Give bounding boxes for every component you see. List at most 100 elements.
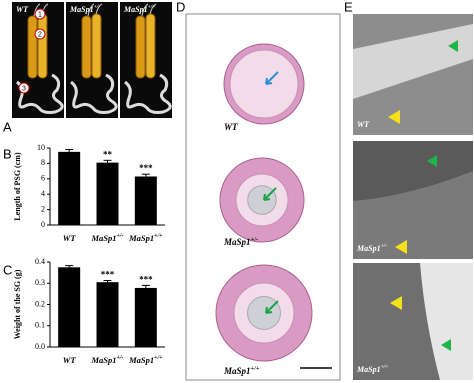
marker-circle xyxy=(18,82,30,94)
gland xyxy=(135,15,146,79)
marker-number: 2 xyxy=(38,31,42,38)
gland xyxy=(145,13,156,79)
label-text: WT xyxy=(357,120,370,129)
gland xyxy=(37,13,48,79)
label: MaSp1+/- xyxy=(90,233,123,243)
label: WT xyxy=(357,120,370,129)
label-superscript: +/+ xyxy=(154,355,163,361)
y-tick-label: 0.0 xyxy=(35,342,45,351)
label-superscript: +/- xyxy=(381,243,388,249)
y-tick-label: 0.4 xyxy=(35,257,45,266)
label: MaSp1+/- xyxy=(69,4,100,14)
label-text: MaSp1 xyxy=(356,244,381,253)
label-superscript: +/+ xyxy=(148,4,156,10)
label: MaSp1+/+ xyxy=(123,4,156,14)
section-lumen xyxy=(229,49,299,119)
label: MaSp1+/+ xyxy=(128,355,163,365)
gland-tube xyxy=(124,73,172,114)
y-tick-label: 10 xyxy=(37,143,45,152)
y-tick-label: 0.3 xyxy=(35,278,45,287)
label-superscript: +/+ xyxy=(251,365,260,372)
label-text: WT xyxy=(224,122,238,132)
y-tick-label: 6 xyxy=(41,174,45,183)
yellow-arrowhead xyxy=(390,296,402,310)
label: MaSp1+/+ xyxy=(128,233,163,243)
label-text: MaSp1 xyxy=(90,355,116,365)
green-arrowhead xyxy=(441,339,451,351)
arrow xyxy=(265,300,279,314)
marker-circle xyxy=(34,8,46,20)
marker-number: 1 xyxy=(38,11,42,18)
bar xyxy=(134,287,157,347)
gland xyxy=(81,15,92,79)
label-text: MaSp1 xyxy=(223,237,251,247)
arrow xyxy=(263,187,277,201)
gland xyxy=(91,13,102,79)
label-text: MaSp1 xyxy=(128,355,154,365)
bar xyxy=(58,267,81,347)
label-text: WT xyxy=(16,5,29,14)
panel-letter: A xyxy=(3,119,12,134)
significance: *** xyxy=(139,274,153,284)
tem-region xyxy=(420,263,473,380)
label-superscript: +/+ xyxy=(381,364,389,370)
gland-duct xyxy=(87,3,103,17)
label: MaSp1+/- xyxy=(223,236,258,247)
marker-number: 3 xyxy=(22,85,26,92)
label: WT xyxy=(224,122,238,132)
bar xyxy=(96,282,119,347)
gland xyxy=(27,15,38,79)
y-axis-title: Length of PSG (cm) xyxy=(13,152,22,221)
marker-circle xyxy=(34,28,46,40)
arrow xyxy=(265,71,279,85)
bar xyxy=(58,151,81,225)
bar xyxy=(134,176,157,225)
silk-core xyxy=(247,185,277,215)
label: WT xyxy=(16,5,29,14)
green-arrowhead xyxy=(448,40,458,52)
label-superscript: +/+ xyxy=(154,233,163,239)
label: WT xyxy=(63,355,77,365)
gland-duct xyxy=(141,3,157,17)
y-tick-label: 0 xyxy=(41,220,45,229)
panel-letter: C xyxy=(3,262,12,277)
label-text: MaSp1 xyxy=(223,366,251,376)
label-superscript: +/- xyxy=(117,233,124,239)
label-text: WT xyxy=(63,355,77,365)
panel-letter: B xyxy=(3,146,12,161)
y-axis-title: Weight of the SG (g) xyxy=(13,269,22,339)
significance: *** xyxy=(139,163,153,173)
silkworm-gland xyxy=(70,3,118,114)
panel-letter: E xyxy=(344,0,353,14)
label: MaSp1+/+ xyxy=(223,365,260,376)
label-superscript: +/- xyxy=(117,355,124,361)
panel-letter: D xyxy=(176,0,185,14)
label: MaSp1+/- xyxy=(90,355,123,365)
label: WT xyxy=(63,233,77,243)
yellow-arrowhead xyxy=(395,240,407,254)
y-tick-label: 0.2 xyxy=(35,299,45,308)
bar xyxy=(96,162,119,225)
label-text: MaSp1 xyxy=(123,5,148,14)
silkworm-gland xyxy=(16,3,64,114)
y-tick-label: 2 xyxy=(41,204,45,213)
silkworm-gland xyxy=(124,3,172,114)
label-text: MaSp1 xyxy=(90,233,116,243)
y-tick-label: 4 xyxy=(41,189,45,198)
label: MaSp1+/+ xyxy=(356,364,389,374)
silk-core xyxy=(247,296,281,330)
label-text: WT xyxy=(63,233,77,243)
y-tick-label: 8 xyxy=(41,158,45,167)
yellow-arrowhead xyxy=(388,110,400,124)
tem-region xyxy=(353,141,473,201)
gland-tube xyxy=(70,73,118,114)
label: MaSp1+/- xyxy=(356,243,387,253)
green-arrowhead xyxy=(427,155,437,167)
label-text: MaSp1 xyxy=(128,233,154,243)
significance: ** xyxy=(103,149,113,159)
significance: *** xyxy=(101,270,115,280)
gland-tube xyxy=(16,73,64,114)
label-text: MaSp1 xyxy=(356,365,381,374)
y-tick-label: 0.1 xyxy=(35,321,45,330)
